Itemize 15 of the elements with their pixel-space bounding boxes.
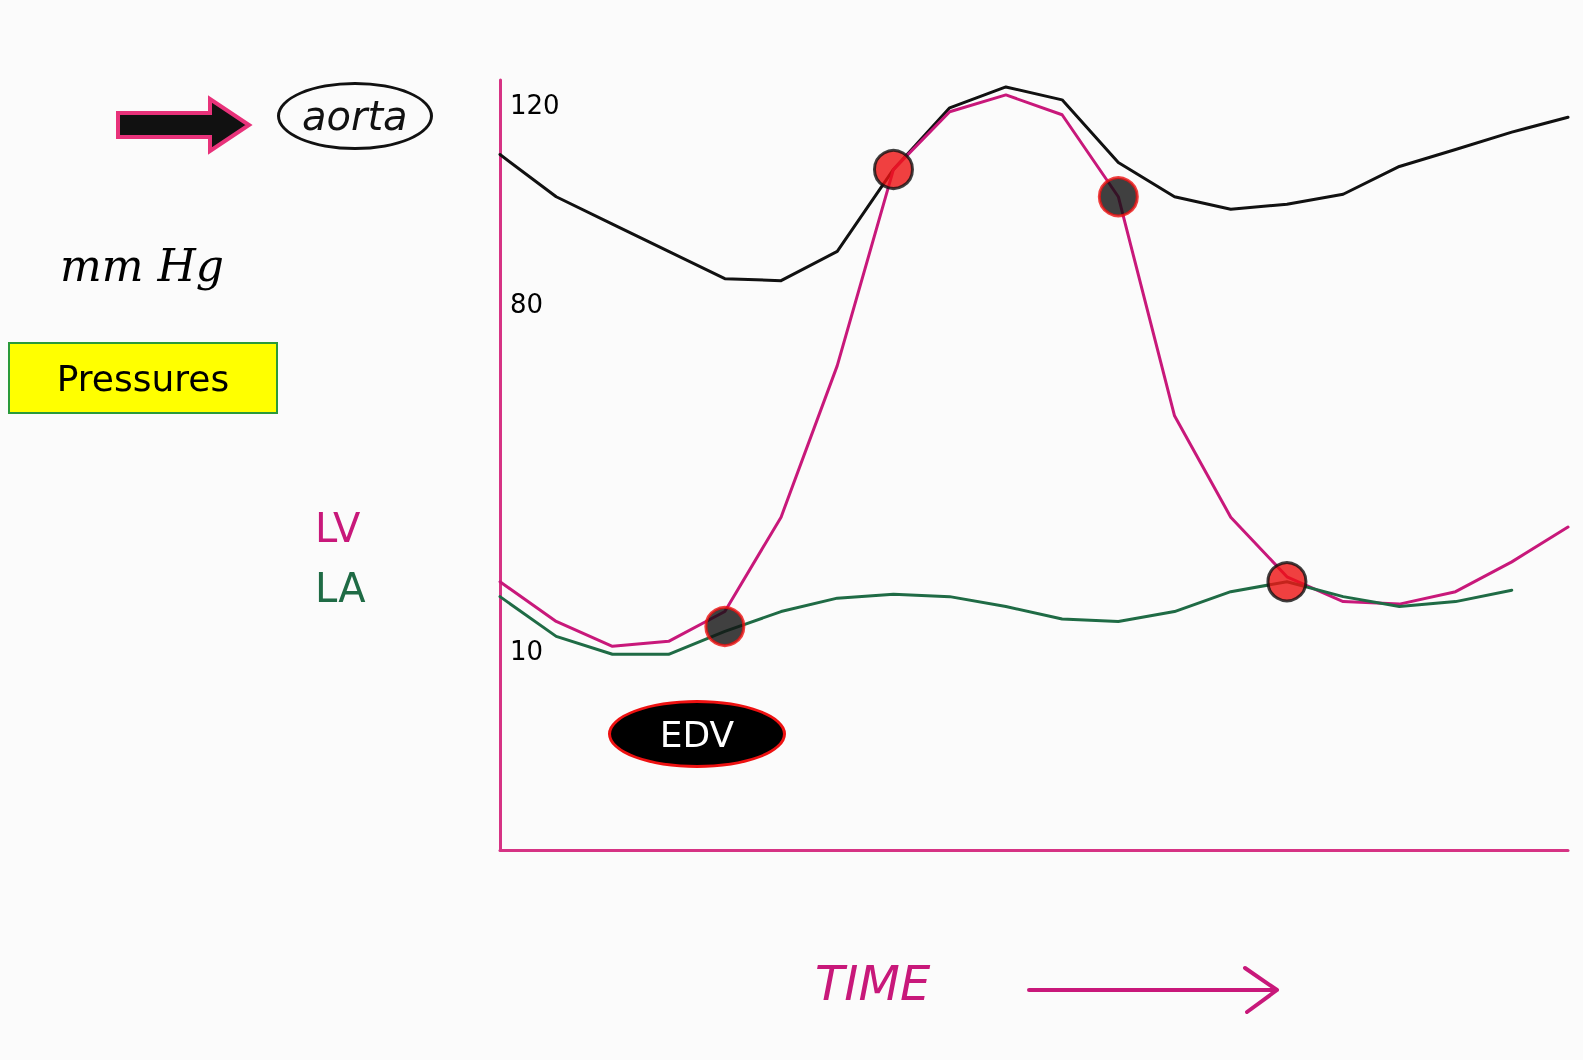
y-tick-label: 80	[510, 288, 544, 319]
point	[704, 605, 746, 647]
line-series	[498, 85, 1570, 283]
y-tick-label: 10	[510, 636, 544, 667]
y-tick-label: 120	[510, 89, 560, 120]
point	[873, 148, 914, 190]
legend-label: aorta	[277, 82, 433, 150]
text: Pressures	[8, 342, 278, 414]
point	[1097, 176, 1139, 218]
point	[1266, 561, 1308, 603]
text: LA	[315, 565, 366, 611]
x-axis-title: TIME	[815, 955, 931, 1011]
text: LV	[315, 505, 361, 551]
annotation: EDV	[608, 700, 786, 768]
text: mm Hg	[60, 240, 224, 291]
